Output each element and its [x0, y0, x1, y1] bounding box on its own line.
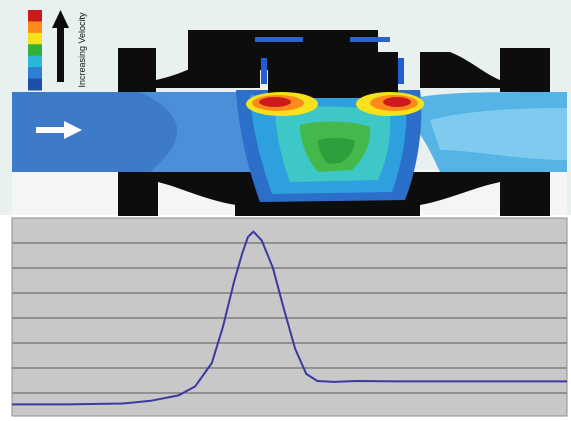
right-jet — [356, 92, 424, 116]
guide-right — [398, 58, 404, 84]
valve-disc — [268, 52, 398, 98]
legend-swatch — [28, 33, 42, 45]
legend-swatch — [28, 10, 42, 22]
legend-swatch — [28, 67, 42, 79]
guide-left — [261, 58, 267, 84]
left-jet — [246, 92, 318, 116]
legend-swatch — [28, 44, 42, 56]
legend-swatch — [28, 21, 42, 33]
bonnet-slot-right — [350, 37, 390, 42]
legend-swatch — [28, 79, 42, 91]
velocity-color-scale — [28, 10, 42, 91]
legend-swatch — [28, 56, 42, 68]
trace-panel — [12, 218, 567, 416]
legend-label: Increasing Velocity — [77, 12, 87, 87]
bonnet-slot-left — [255, 37, 303, 42]
